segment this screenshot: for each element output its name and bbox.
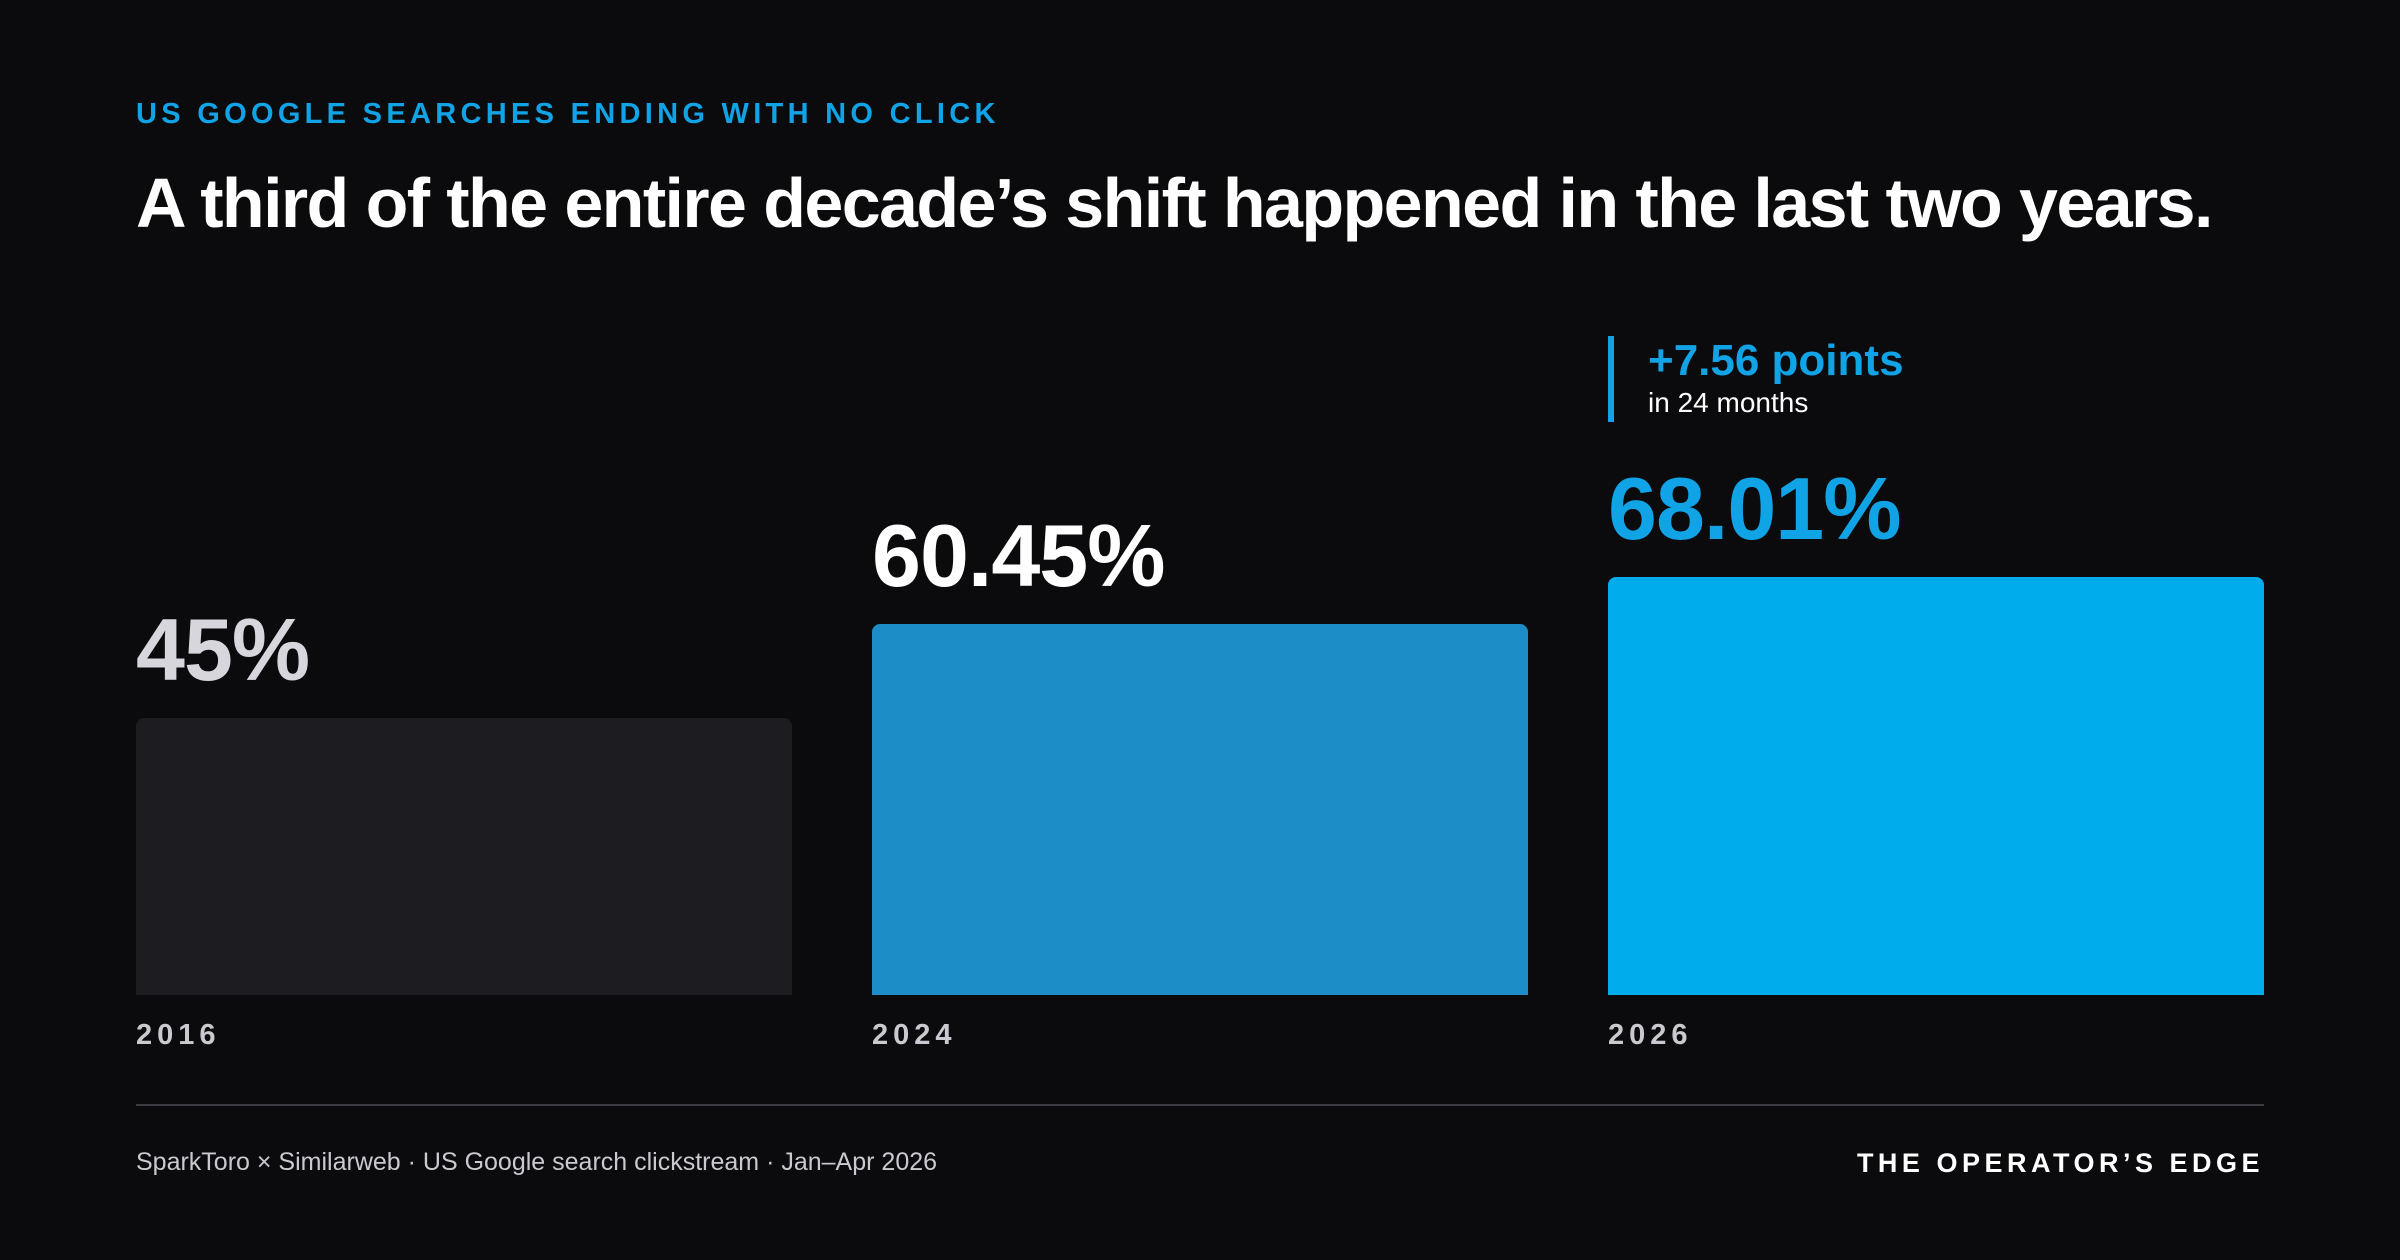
callout-value: +7.56 points (1648, 336, 1904, 385)
chart-headline: A third of the entire decade’s shift hap… (136, 164, 2213, 242)
bar-2024 (872, 623, 1528, 995)
change-callout: +7.56 points in 24 months (1608, 336, 1904, 422)
source-note: SparkToro × Similarweb · US Google searc… (136, 1148, 938, 1176)
value-label-2016: 45% (136, 600, 310, 700)
year-label-2026: 2026 (1608, 1019, 1693, 1051)
chart-eyebrow: US GOOGLE SEARCHES ENDING WITH NO CLICK (136, 98, 1000, 130)
value-label-2024: 60.45% (872, 505, 1165, 605)
bar-2016 (136, 718, 792, 995)
brand-name: THE OPERATOR’S EDGE (1856, 1148, 2264, 1178)
bar-2026 (1608, 577, 2264, 995)
footer-divider (136, 1104, 2264, 1106)
bar-chart: 45% 2016 60.45% 2024 68.01% 2026 (136, 320, 2264, 1070)
value-label-2026: 68.01% (1608, 459, 1901, 559)
callout-caption: in 24 months (1648, 387, 1809, 418)
year-label-2024: 2024 (872, 1019, 957, 1051)
year-label-2016: 2016 (136, 1019, 221, 1051)
